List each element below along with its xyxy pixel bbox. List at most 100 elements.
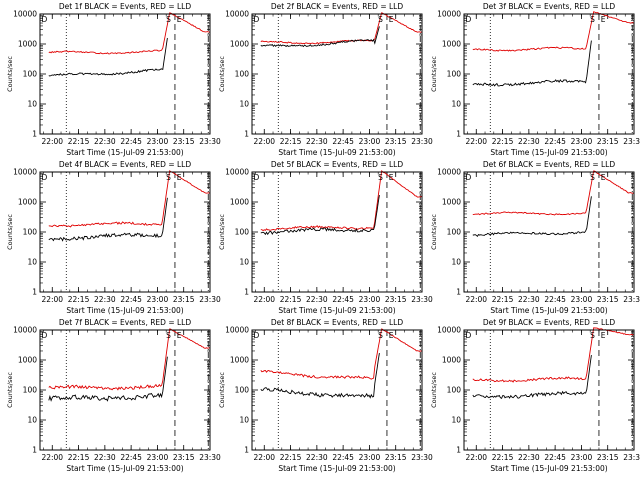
plot-frame	[463, 171, 635, 293]
y-tick-label: 10000	[13, 168, 37, 177]
chart-title: Det 6f BLACK = Events, RED = LLD	[483, 160, 616, 169]
events-series-line	[48, 356, 168, 402]
x-axis-label: Start Time (15-Jul-09 21:53:00)	[278, 306, 395, 315]
x-tick-label: 22:15	[492, 453, 514, 462]
y-tick-label: 1	[244, 446, 249, 455]
lld-series-line	[472, 11, 635, 52]
x-tick-label: 22:45	[544, 453, 566, 462]
y-axis-label: Counts/sec	[6, 56, 14, 92]
x-tick-label: 22:15	[68, 137, 90, 146]
y-tick-label: 1	[456, 288, 461, 297]
x-tick-label: 23:00	[571, 453, 593, 462]
x-tick-label: 23:30	[623, 295, 640, 304]
x-tick-label: 23:00	[147, 453, 169, 462]
x-tick-label: 22:15	[68, 295, 90, 304]
x-tick-label: 22:00	[41, 295, 63, 304]
x-tick-label: 23:30	[623, 137, 640, 146]
panel-1: Det 1f BLACK = Events, RED = LLD Counts/s…	[6, 2, 221, 157]
y-tick-label: 10000	[437, 10, 461, 19]
x-tick-label: 22:45	[120, 295, 142, 304]
x-tick-label: 22:45	[120, 137, 142, 146]
x-tick-label: 22:30	[306, 137, 328, 146]
y-tick-label: 10000	[437, 326, 461, 335]
x-tick-label: 23:15	[597, 295, 619, 304]
y-tick-label: 10	[27, 416, 37, 425]
marker-label-e: E	[601, 15, 606, 24]
x-tick-label: 23:15	[173, 295, 195, 304]
marker-label-s: S	[378, 331, 383, 340]
marker-label-e: E	[601, 331, 606, 340]
x-tick-label: 23:15	[597, 453, 619, 462]
x-tick-label: 22:30	[306, 453, 328, 462]
x-tick-label: 22:30	[94, 453, 116, 462]
marker-label-s: S	[378, 173, 383, 182]
x-tick-label: 22:30	[518, 137, 540, 146]
y-tick-label: 1000	[442, 198, 461, 207]
marker-label-d: D	[42, 331, 48, 340]
x-tick-label: 22:00	[41, 137, 63, 146]
x-tick-label: 23:15	[597, 137, 619, 146]
plot-frame	[251, 13, 423, 135]
x-tick-label: 22:45	[332, 453, 354, 462]
x-tick-label: 23:30	[411, 137, 433, 146]
y-tick-label: 100	[23, 228, 38, 237]
y-axis-label: Counts/sec	[430, 214, 438, 250]
y-tick-label: 1	[244, 288, 249, 297]
marker-label-d: D	[466, 331, 472, 340]
x-tick-label: 22:00	[41, 453, 63, 462]
y-tick-label: 1000	[18, 356, 37, 365]
y-tick-label: 10000	[225, 168, 249, 177]
y-axis-label: Counts/sec	[218, 372, 226, 408]
y-axis-label: Counts/sec	[6, 214, 14, 250]
lld-series-line	[260, 12, 423, 45]
x-axis-label: Start Time (15-Jul-09 21:53:00)	[66, 464, 183, 473]
y-tick-label: 1	[32, 130, 37, 139]
y-tick-label: 1000	[442, 40, 461, 49]
x-tick-label: 23:00	[571, 295, 593, 304]
x-tick-label: 23:30	[623, 453, 640, 462]
x-axis-label: Start Time (15-Jul-09 21:53:00)	[278, 464, 395, 473]
y-tick-label: 1000	[442, 356, 461, 365]
x-axis-label: Start Time (15-Jul-09 21:53:00)	[278, 148, 395, 157]
y-tick-label: 100	[235, 228, 250, 237]
marker-label-e: E	[601, 173, 606, 182]
marker-label-s: S	[590, 15, 595, 24]
panel-7: Det 7f BLACK = Events, RED = LLD Counts/s…	[6, 318, 221, 473]
y-tick-label: 1000	[230, 40, 249, 49]
chart-title: Det 4f BLACK = Events, RED = LLD	[59, 160, 192, 169]
panel-2: Det 2f BLACK = Events, RED = LLD Counts/s…	[218, 2, 433, 157]
plot-frame	[39, 329, 211, 451]
plot-frame	[251, 329, 423, 451]
panel-6: Det 6f BLACK = Events, RED = LLD Counts/s…	[430, 160, 640, 315]
y-tick-label: 10000	[437, 168, 461, 177]
lld-series-line	[472, 327, 635, 383]
x-tick-label: 23:30	[199, 453, 221, 462]
marker-label-s: S	[590, 331, 595, 340]
y-tick-label: 10000	[13, 10, 37, 19]
marker-label-s: S	[166, 15, 171, 24]
y-tick-label: 100	[235, 70, 250, 79]
events-series-line	[260, 195, 380, 236]
x-tick-label: 23:30	[199, 137, 221, 146]
x-tick-label: 22:45	[332, 295, 354, 304]
x-tick-label: 22:15	[492, 137, 514, 146]
x-tick-label: 23:30	[411, 453, 433, 462]
x-tick-label: 22:00	[253, 453, 275, 462]
x-tick-label: 22:15	[280, 137, 302, 146]
y-tick-label: 10	[239, 100, 249, 109]
x-tick-label: 22:00	[465, 453, 487, 462]
x-tick-label: 22:00	[465, 137, 487, 146]
y-tick-label: 1000	[230, 356, 249, 365]
x-tick-label: 23:00	[147, 295, 169, 304]
events-series-line	[472, 40, 592, 87]
panel-3: Det 3f BLACK = Events, RED = LLD Counts/s…	[430, 2, 640, 157]
x-axis-label: Start Time (15-Jul-09 21:53:00)	[66, 148, 183, 157]
x-tick-label: 23:00	[359, 137, 381, 146]
plot-frame	[463, 13, 635, 135]
y-axis-label: Counts/sec	[218, 56, 226, 92]
marker-label-e: E	[177, 173, 182, 182]
x-tick-label: 22:30	[94, 295, 116, 304]
x-axis-label: Start Time (15-Jul-09 21:53:00)	[490, 148, 607, 157]
plot-frame	[463, 329, 635, 451]
y-tick-label: 1000	[230, 198, 249, 207]
